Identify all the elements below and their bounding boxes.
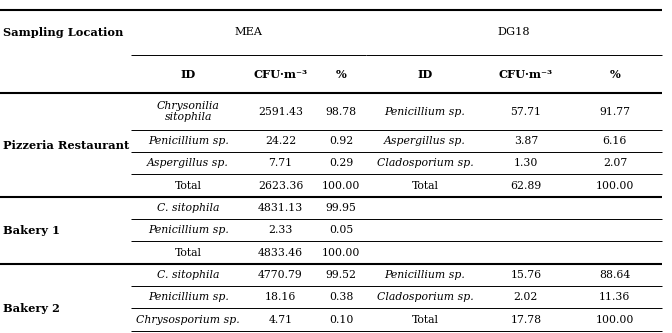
Text: 15.76: 15.76: [510, 270, 542, 280]
Text: 57.71: 57.71: [510, 107, 542, 117]
Text: 100.00: 100.00: [322, 247, 360, 258]
Text: 6.16: 6.16: [603, 136, 627, 146]
Text: 100.00: 100.00: [595, 180, 634, 191]
Text: 0.92: 0.92: [329, 136, 353, 146]
Text: 88.64: 88.64: [599, 270, 630, 280]
Text: 4833.46: 4833.46: [258, 247, 303, 258]
Text: ID: ID: [417, 69, 433, 80]
Text: 0.10: 0.10: [329, 314, 353, 325]
Text: 4770.79: 4770.79: [258, 270, 303, 280]
Text: 24.22: 24.22: [265, 136, 296, 146]
Text: 100.00: 100.00: [322, 180, 360, 191]
Text: Total: Total: [411, 314, 439, 325]
Text: 99.52: 99.52: [325, 270, 357, 280]
Text: Total: Total: [411, 180, 439, 191]
Text: Cladosporium sp.: Cladosporium sp.: [377, 158, 473, 168]
Text: 11.36: 11.36: [599, 292, 630, 302]
Text: Penicillium sp.: Penicillium sp.: [148, 225, 228, 235]
Text: Total: Total: [175, 180, 202, 191]
Text: 99.95: 99.95: [326, 203, 356, 213]
Text: 62.89: 62.89: [510, 180, 542, 191]
Text: 0.29: 0.29: [329, 158, 353, 168]
Text: %: %: [336, 69, 346, 80]
Text: C. sitophila: C. sitophila: [157, 203, 220, 213]
Text: 1.30: 1.30: [513, 158, 538, 168]
Text: CFU·m⁻³: CFU·m⁻³: [253, 69, 308, 80]
Text: 7.71: 7.71: [269, 158, 292, 168]
Text: ID: ID: [181, 69, 196, 80]
Text: 18.16: 18.16: [265, 292, 296, 302]
Text: DG18: DG18: [498, 27, 530, 38]
Text: 4831.13: 4831.13: [258, 203, 303, 213]
Text: Aspergillus sp.: Aspergillus sp.: [147, 158, 229, 168]
Text: Chrysonilia
sitophila: Chrysonilia sitophila: [157, 101, 220, 122]
Text: 2591.43: 2591.43: [258, 107, 303, 117]
Text: 98.78: 98.78: [325, 107, 357, 117]
Text: 2623.36: 2623.36: [258, 180, 303, 191]
Text: Sampling Location: Sampling Location: [3, 27, 124, 38]
Text: Bakery 2: Bakery 2: [3, 303, 60, 314]
Text: 17.78: 17.78: [510, 314, 542, 325]
Text: MEA: MEA: [235, 27, 263, 38]
Text: 0.38: 0.38: [329, 292, 353, 302]
Text: C. sitophila: C. sitophila: [157, 270, 220, 280]
Text: Bakery 1: Bakery 1: [3, 225, 60, 236]
Text: Total: Total: [175, 247, 202, 258]
Text: Penicillium sp.: Penicillium sp.: [148, 292, 228, 302]
Text: 91.77: 91.77: [599, 107, 630, 117]
Text: CFU·m⁻³: CFU·m⁻³: [499, 69, 553, 80]
Text: Penicillium sp.: Penicillium sp.: [384, 107, 466, 117]
Text: Pizzeria Restaurant: Pizzeria Restaurant: [3, 140, 130, 151]
Text: 100.00: 100.00: [595, 314, 634, 325]
Text: Cladosporium sp.: Cladosporium sp.: [377, 292, 473, 302]
Text: 2.33: 2.33: [268, 225, 293, 235]
Text: 3.87: 3.87: [513, 136, 538, 146]
Text: 2.02: 2.02: [513, 292, 538, 302]
Text: Penicillium sp.: Penicillium sp.: [148, 136, 228, 146]
Text: %: %: [610, 69, 620, 80]
Text: Chrysosporium sp.: Chrysosporium sp.: [136, 314, 240, 325]
Text: 0.05: 0.05: [329, 225, 353, 235]
Text: 2.07: 2.07: [603, 158, 627, 168]
Text: Aspergillus sp.: Aspergillus sp.: [384, 136, 466, 146]
Text: Penicillium sp.: Penicillium sp.: [384, 270, 466, 280]
Text: 4.71: 4.71: [269, 314, 292, 325]
